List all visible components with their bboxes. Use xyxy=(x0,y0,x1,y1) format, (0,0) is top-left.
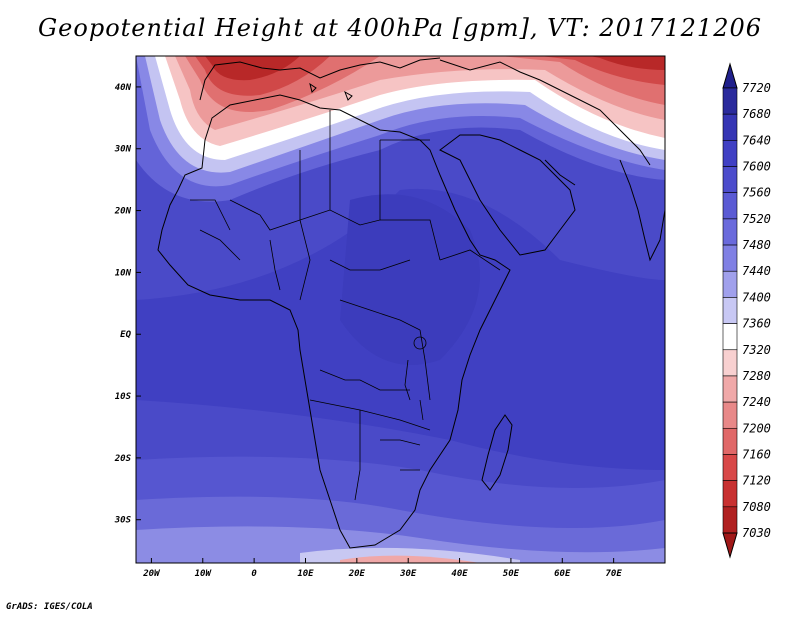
colorbar-label: 7720 xyxy=(742,81,771,95)
lat-tick-label: 10S xyxy=(115,392,132,402)
coastlines xyxy=(157,57,665,549)
colorbar-label: 7320 xyxy=(742,343,771,357)
colorbar-label: 7680 xyxy=(742,107,771,121)
borders xyxy=(190,110,501,501)
colorbar-segment xyxy=(722,270,738,298)
colorbar-label: 7030 xyxy=(742,526,771,540)
lon-tick-label: 0 xyxy=(251,569,257,579)
colorbar-top-cap xyxy=(722,62,738,89)
colorbar-label: 7560 xyxy=(742,186,771,200)
colorbar-segment xyxy=(722,87,738,115)
lon-tick-label: 60E xyxy=(554,569,571,579)
colorbar-label: 7520 xyxy=(742,212,771,226)
lat-tick-label: 20N xyxy=(114,207,132,217)
colorbar-segment xyxy=(722,480,738,508)
colorbar-segment xyxy=(722,244,738,272)
colorbar-bottom-cap xyxy=(722,532,738,559)
height-field xyxy=(136,56,665,563)
colorbar: 7720 7680 7640 7600 7560 7520 7480 7440 7400 7360… xyxy=(722,62,771,559)
colorbar-label: 7360 xyxy=(742,317,771,331)
colorbar-segment xyxy=(722,192,738,220)
lon-tick-label: 30E xyxy=(399,569,417,579)
lon-tick-label: 20W xyxy=(142,569,161,579)
lat-tick-label: 40N xyxy=(115,83,132,93)
colorbar-segment xyxy=(722,454,738,481)
colorbar-segment xyxy=(722,427,738,455)
colorbar-label: 7080 xyxy=(742,500,771,514)
plot-frame xyxy=(135,55,666,564)
colorbar-segment xyxy=(722,297,738,324)
colorbar-segment xyxy=(722,166,738,194)
colorbar-segment xyxy=(722,375,738,403)
colorbar-segment xyxy=(722,218,738,246)
colorbar-segment xyxy=(722,323,738,351)
lon-tick-label: 70E xyxy=(606,569,623,579)
lat-tick-label: 30N xyxy=(114,145,132,155)
colorbar-label: 7640 xyxy=(742,133,771,147)
colorbar-label: 7600 xyxy=(742,160,771,174)
colorbar-label: 7440 xyxy=(742,264,771,278)
colorbar-segment xyxy=(722,140,738,167)
lat-tick-label: 30S xyxy=(114,516,132,526)
lat-tick-label: 20S xyxy=(114,454,132,464)
colorbar-segment xyxy=(722,506,738,534)
colorbar-label: 7160 xyxy=(742,447,771,461)
colorbar-label: 7400 xyxy=(742,290,771,304)
lon-tick-label: 50E xyxy=(503,569,520,579)
lon-tick-label: 20E xyxy=(348,569,366,579)
colorbar-label: 7280 xyxy=(742,369,771,383)
axis-labels: 20W 10W 0 10E 20E 30E 40E 50E 60E 70E 40N 30N 20N 10N… xyxy=(114,83,623,579)
colorbar-segment xyxy=(722,401,738,429)
lon-tick-label: 10W xyxy=(195,569,213,579)
software-credit: GrADS: IGES/COLA xyxy=(6,602,93,612)
lon-tick-label: 40E xyxy=(451,569,468,579)
lat-tick-label: EQ xyxy=(120,330,131,340)
colorbar-segment xyxy=(722,349,738,377)
lakes xyxy=(404,336,427,421)
colorbar-label: 7480 xyxy=(742,238,771,252)
colorbar-label: 7200 xyxy=(742,421,771,435)
colorbar-label: 7120 xyxy=(742,474,771,488)
colorbar-segment xyxy=(722,113,738,141)
axis-ticks xyxy=(136,86,615,563)
lat-tick-label: 10N xyxy=(115,268,132,278)
colorbar-label: 7240 xyxy=(742,395,771,409)
chart-title: Geopotential Height at 400hPa [gpm], VT:… xyxy=(38,14,762,42)
lon-tick-label: 10E xyxy=(297,569,314,579)
